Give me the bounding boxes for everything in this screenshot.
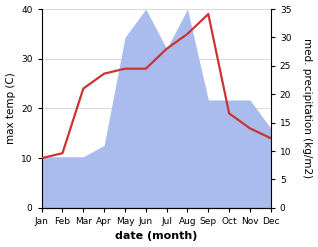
Y-axis label: max temp (C): max temp (C) bbox=[5, 73, 16, 144]
X-axis label: date (month): date (month) bbox=[115, 231, 197, 242]
Y-axis label: med. precipitation (kg/m2): med. precipitation (kg/m2) bbox=[302, 38, 313, 179]
